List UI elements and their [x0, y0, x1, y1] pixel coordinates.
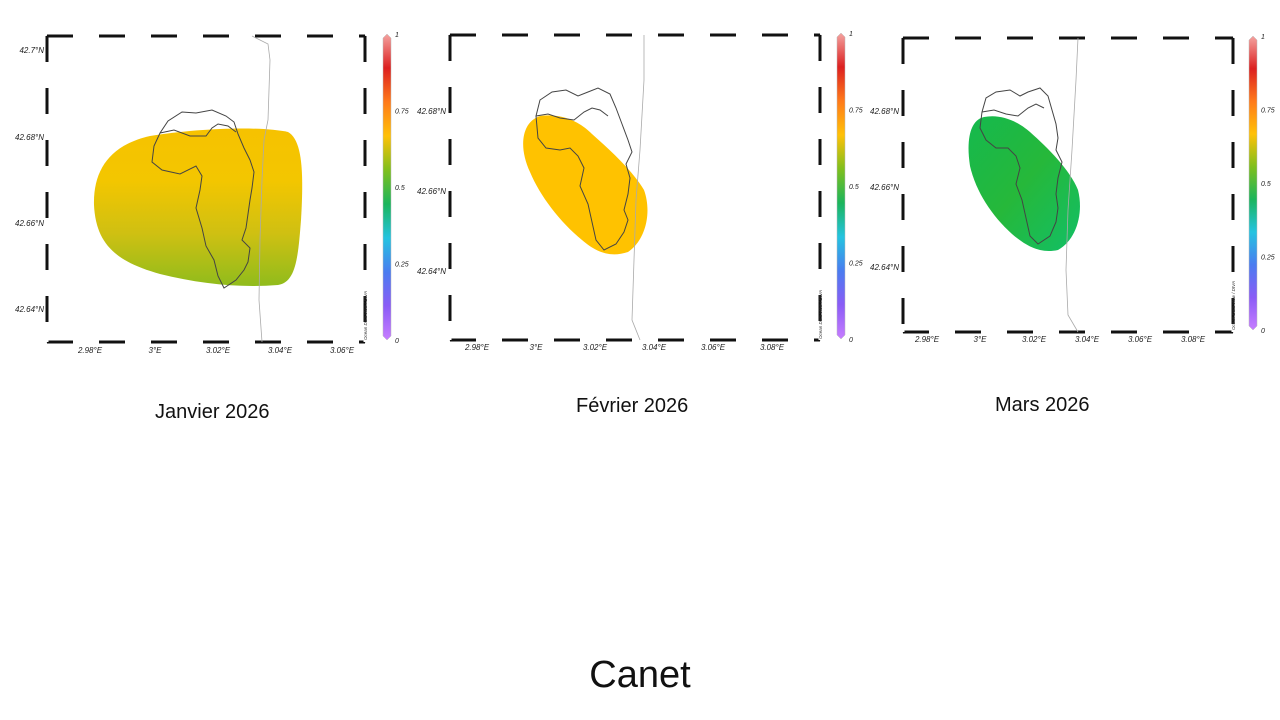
- lagoon-outline-inner: [159, 123, 237, 137]
- lon-tick: 3°E: [530, 343, 544, 352]
- lon-tick: 3.02°E: [1022, 335, 1047, 344]
- lat-tick: 42.7°N: [19, 46, 44, 55]
- lat-tick: 42.66°N: [417, 187, 446, 196]
- colorbar-gradient: [1248, 35, 1258, 331]
- lat-ticks: 42.68°N 42.66°N 42.64°N: [417, 107, 446, 276]
- colorbar-tick: 1: [395, 32, 399, 39]
- lon-ticks: 2.98°E 3°E 3.02°E 3.04°E 3.06°E: [77, 346, 355, 355]
- colorbar-tick: 0.75: [1261, 108, 1275, 115]
- lon-tick: 3.08°E: [1181, 335, 1206, 344]
- slide-title: Canet: [589, 654, 691, 696]
- map-caption-mars: Mars 2026: [995, 394, 1090, 416]
- map-frame-ticks: [45, 34, 367, 344]
- lagoon-outline-inner: [535, 107, 609, 121]
- lon-tick: 3.04°E: [268, 346, 293, 355]
- colorbar-credit: Ocean Data View / DIVA: [1231, 281, 1236, 330]
- colorbar: 0 0.25 0.5 0.75 1 Ocean Data View / DIVA: [1231, 34, 1275, 335]
- lon-tick: 3.04°E: [642, 343, 667, 352]
- lon-tick: 3.08°E: [760, 343, 785, 352]
- chlorophyll-field: [93, 128, 303, 286]
- lon-ticks: 2.98°E 3°E 3.02°E 3.04°E 3.06°E 3.08°E: [914, 335, 1206, 344]
- lon-tick: 3°E: [974, 335, 988, 344]
- lat-tick: 42.64°N: [15, 305, 44, 314]
- colorbar-tick: 0: [849, 337, 853, 344]
- map-fevrier: 42.68°N 42.66°N 42.64°N 2.98°E 3°E 3.02°…: [417, 31, 863, 352]
- map-caption-fevrier: Février 2026: [576, 395, 689, 417]
- lat-ticks: 42.68°N 42.66°N 42.64°N: [870, 107, 899, 272]
- lon-tick: 2.98°E: [914, 335, 940, 344]
- map-mars: 42.68°N 42.66°N 42.64°N 2.98°E 3°E 3.02°…: [870, 34, 1275, 344]
- colorbar: 0 0.25 0.5 0.75 1 Ocean Data View / DIVA: [818, 31, 863, 344]
- lat-tick: 42.68°N: [15, 133, 44, 142]
- colorbar-tick: 0.5: [395, 185, 405, 192]
- lon-tick: 3.06°E: [1128, 335, 1153, 344]
- colorbar-tick: 0.5: [1261, 181, 1271, 188]
- colorbar-gradient: [836, 32, 846, 340]
- lagoon-outline: [151, 109, 255, 289]
- lon-tick: 3.06°E: [330, 346, 355, 355]
- lon-tick: 3.02°E: [206, 346, 231, 355]
- lagoon-outline: [535, 87, 633, 251]
- lat-ticks: 42.7°N 42.68°N 42.66°N 42.64°N: [15, 46, 44, 314]
- chlorophyll-field: [523, 115, 648, 255]
- lon-tick: 2.98°E: [464, 343, 490, 352]
- colorbar-gradient: [382, 33, 392, 341]
- colorbar-tick: 1: [1261, 34, 1265, 41]
- coastline: [631, 35, 645, 341]
- colorbar: 0 0.25 0.5 0.75 1 Ocean Data View / DIVA: [363, 32, 409, 345]
- colorbar-tick: 0: [395, 338, 399, 345]
- colorbar-tick: 0.25: [395, 262, 409, 269]
- colorbar-credit: Ocean Data View / DIVA: [363, 291, 368, 340]
- colorbar-credit: Ocean Data View / DIVA: [818, 290, 823, 339]
- colorbar-tick: 0.75: [395, 109, 409, 116]
- map-caption-janvier: Janvier 2026: [155, 401, 270, 423]
- lon-tick: 3.06°E: [701, 343, 726, 352]
- colorbar-tick: 0.25: [1261, 255, 1275, 262]
- lon-tick: 3.04°E: [1075, 335, 1100, 344]
- lat-tick: 42.64°N: [417, 267, 446, 276]
- colorbar-tick: 0.25: [849, 261, 863, 268]
- coastline: [251, 35, 271, 343]
- lat-tick: 42.68°N: [417, 107, 446, 116]
- lon-tick: 3.02°E: [583, 343, 608, 352]
- colorbar-tick: 0.75: [849, 108, 863, 115]
- map-frame-ticks: [448, 33, 822, 342]
- colorbar-tick: 0.5: [849, 184, 859, 191]
- lagoon-outline: [979, 87, 1063, 245]
- coastline: [1065, 37, 1079, 333]
- colorbar-tick: 0: [1261, 328, 1265, 335]
- lagoon-outline-inner: [981, 103, 1045, 117]
- lat-tick: 42.66°N: [15, 219, 44, 228]
- lon-tick: 2.98°E: [77, 346, 103, 355]
- lat-tick: 42.64°N: [870, 263, 899, 272]
- lat-tick: 42.68°N: [870, 107, 899, 116]
- lat-tick: 42.66°N: [870, 183, 899, 192]
- map-frame-ticks: [901, 36, 1235, 334]
- colorbar-tick: 1: [849, 31, 853, 38]
- chlorophyll-field: [968, 116, 1080, 252]
- map-janvier: 42.7°N 42.68°N 42.66°N 42.64°N 2.98°E 3°…: [15, 32, 409, 355]
- lon-tick: 3°E: [149, 346, 163, 355]
- lon-ticks: 2.98°E 3°E 3.02°E 3.04°E 3.06°E 3.08°E: [464, 343, 785, 352]
